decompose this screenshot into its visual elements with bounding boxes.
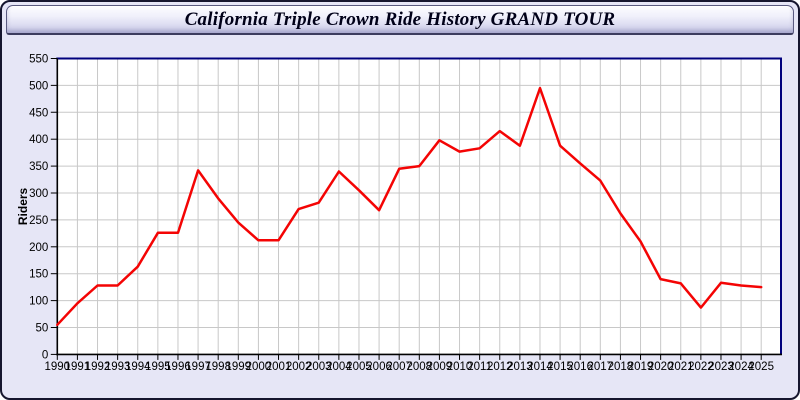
x-tick-label: 2017: [588, 361, 614, 373]
x-tick-label: 2007: [386, 361, 412, 373]
x-tick-label: 2004: [326, 361, 352, 373]
y-tick-label: 450: [29, 107, 48, 119]
x-tick-label: 2001: [266, 361, 292, 373]
y-tick-label: 150: [29, 269, 48, 281]
x-tick-label: 2020: [648, 361, 674, 373]
y-tick-label: 300: [29, 188, 48, 200]
x-tick-label: 2008: [407, 361, 433, 373]
y-tick-label: 500: [29, 80, 48, 92]
y-tick-label: 400: [29, 134, 48, 146]
x-tick-label: 2003: [306, 361, 332, 373]
y-tick-label: 550: [29, 54, 48, 66]
x-tick-label: 2015: [547, 361, 573, 373]
x-tick-label: 2005: [346, 361, 372, 373]
y-tick-label: 250: [29, 215, 48, 227]
x-tick-label: 1995: [145, 361, 171, 373]
x-tick-label: 1990: [45, 361, 71, 373]
x-tick-label: 2021: [668, 361, 694, 373]
x-tick-label: 2014: [527, 361, 553, 373]
x-tick-label: 1998: [205, 361, 231, 373]
title-bar: California Triple Crown Ride History GRA…: [6, 5, 794, 35]
x-tick-label: 2012: [487, 361, 513, 373]
x-tick-label: 2013: [507, 361, 533, 373]
riders-series-line: [56, 86, 763, 327]
x-tick-label: 2018: [608, 361, 634, 373]
x-tick-label: 1999: [226, 361, 252, 373]
x-tick-label: 2010: [447, 361, 473, 373]
x-axis: 1990199119921993199419951996199719981999…: [45, 354, 774, 373]
x-tick-label: 1991: [65, 361, 91, 373]
x-tick-label: 1996: [165, 361, 191, 373]
chart-title: California Triple Crown Ride History GRA…: [184, 8, 616, 30]
x-tick-label: 2011: [467, 361, 492, 373]
x-tick-label: 1993: [105, 361, 131, 373]
x-tick-label: 1997: [185, 361, 211, 373]
grid-lines: [57, 58, 781, 355]
y-tick-label: 200: [29, 242, 48, 254]
x-tick-label: 2025: [748, 361, 774, 373]
y-axis: 0 50 100 150 200 250 300 350 400 450 500 550 Riders: [16, 54, 58, 361]
x-tick-label: 2002: [286, 361, 312, 373]
y-tick-label: 0: [42, 349, 48, 361]
y-tick-label: 350: [29, 161, 48, 173]
x-tick-label: 2023: [708, 361, 734, 373]
x-tick-label: 2024: [728, 361, 754, 373]
x-tick-label: 2022: [688, 361, 714, 373]
y-tick-label: 100: [29, 296, 48, 308]
x-tick-label: 1992: [85, 361, 111, 373]
y-tick-label: 50: [36, 323, 49, 335]
x-tick-label: 1994: [125, 361, 151, 373]
x-tick-label: 2006: [366, 361, 392, 373]
x-tick-label: 2019: [628, 361, 654, 373]
y-axis-title: Riders: [16, 187, 30, 225]
x-tick-label: 2016: [567, 361, 593, 373]
x-tick-label: 2000: [246, 361, 272, 373]
x-tick-label: 2009: [427, 361, 453, 373]
